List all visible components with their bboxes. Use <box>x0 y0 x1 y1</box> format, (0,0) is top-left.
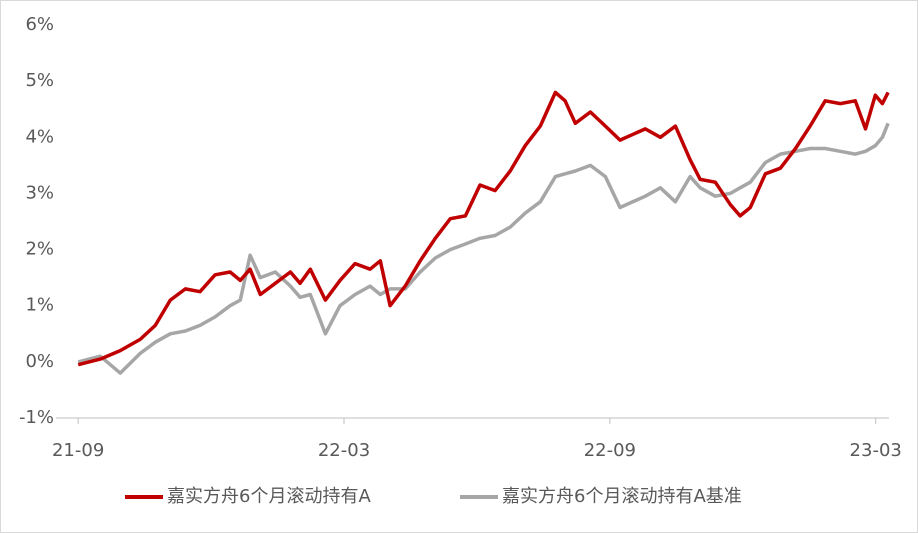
legend-label: 嘉实方舟6个月滚动持有A <box>167 486 371 507</box>
y-tick-label: -1% <box>19 407 54 428</box>
series-line <box>77 122 890 375</box>
y-tick-label: 4% <box>25 126 54 147</box>
y-tick-label: 6% <box>25 14 54 35</box>
y-tick-label: 3% <box>25 182 54 203</box>
y-tick-label: 1% <box>25 295 54 316</box>
x-tick-label: 22-09 <box>584 440 636 461</box>
legend-label: 嘉实方舟6个月滚动持有A基准 <box>502 486 742 507</box>
series-line <box>77 90 890 367</box>
x-tick-label: 21-09 <box>52 440 104 461</box>
y-tick-label: 0% <box>25 351 54 372</box>
x-tick-label: 23-03 <box>850 440 902 461</box>
y-tick-label: 5% <box>25 70 54 91</box>
y-tick-label: 2% <box>25 239 54 260</box>
x-tick-label: 22-03 <box>318 440 370 461</box>
